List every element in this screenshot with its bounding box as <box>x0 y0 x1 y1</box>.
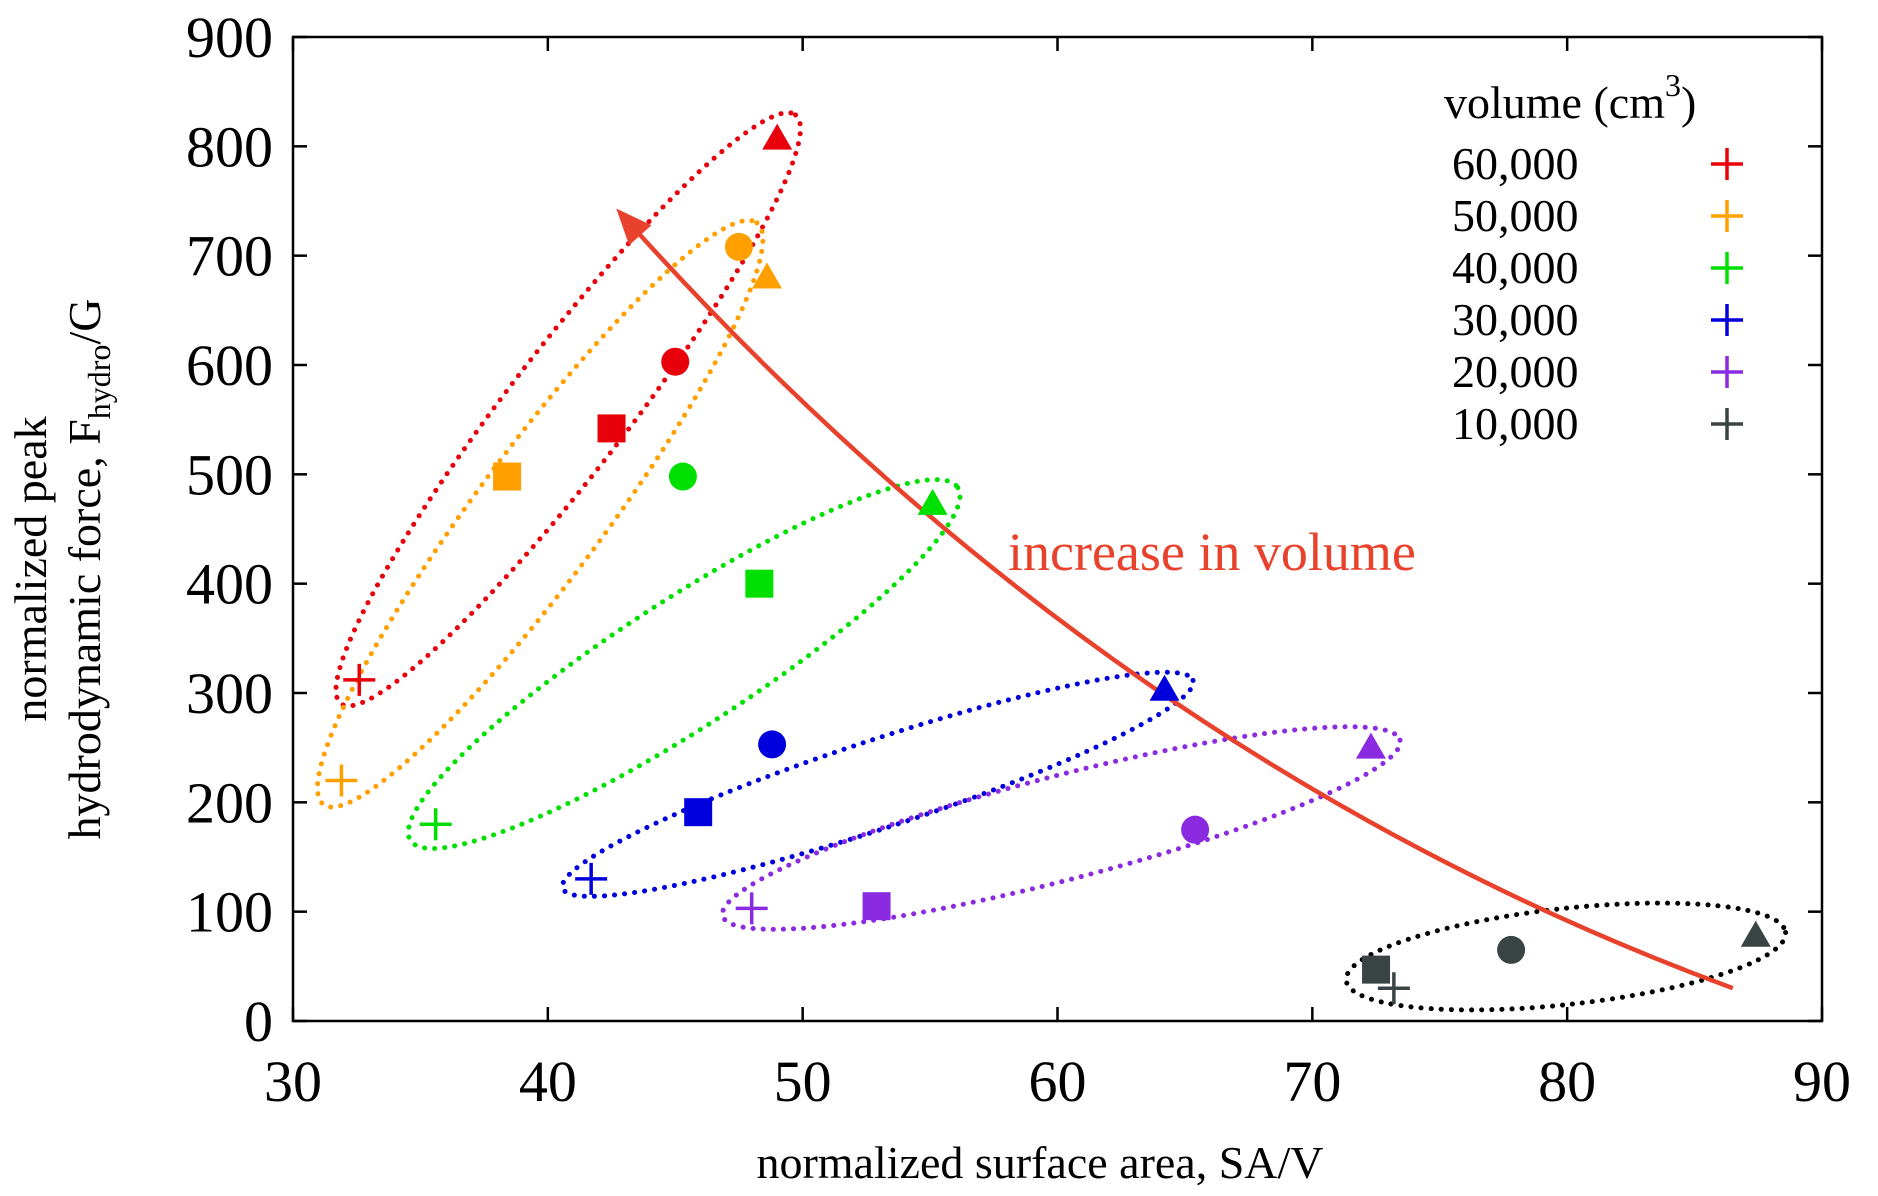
data-point-plus <box>735 892 768 925</box>
group-ellipse <box>719 724 1403 932</box>
data-point-plus <box>575 862 608 895</box>
y-tick-label: 200 <box>186 770 273 835</box>
trend-arrow <box>616 208 1734 991</box>
y-axis-label-subscript: hydro <box>81 345 117 420</box>
x-axis-label: normalized surface area, SA/V <box>756 1137 1323 1188</box>
group-ellipse <box>314 217 766 810</box>
legend-label: 60,000 <box>1452 138 1579 189</box>
x-tick-label: 30 <box>264 1049 322 1114</box>
trend-arrowhead <box>616 208 652 246</box>
y-tick-label: 600 <box>186 333 273 398</box>
data-points <box>325 123 1771 1005</box>
x-tick-label: 60 <box>1029 1049 1087 1114</box>
group-ellipse <box>1343 900 1789 1013</box>
data-point-square <box>493 462 522 491</box>
y-tick-label: 800 <box>186 114 273 179</box>
data-point-triangle <box>917 488 948 515</box>
y-axis-label-line2: hydrodynamic force, Fhydro/G <box>59 299 117 840</box>
x-tick-label: 40 <box>519 1049 577 1114</box>
data-point-circle <box>1181 815 1210 844</box>
legend-marker <box>1711 304 1743 336</box>
legend-marker <box>1711 408 1743 440</box>
data-point-plus <box>419 808 452 841</box>
data-point-circle <box>724 232 753 261</box>
y-axis-label-tail: /G <box>59 299 110 345</box>
legend-marker <box>1711 356 1743 388</box>
data-point-triangle <box>751 262 782 289</box>
data-point-plus <box>343 663 376 696</box>
data-point-circle <box>758 730 787 759</box>
group-ellipse <box>559 669 1196 899</box>
legend-label: 30,000 <box>1452 294 1579 345</box>
legend-title-main: volume (cm <box>1444 77 1665 128</box>
trend-curve <box>622 215 1734 991</box>
x-tick-label: 50 <box>774 1049 832 1114</box>
data-point-square <box>597 414 626 443</box>
y-tick-label: 100 <box>186 880 273 945</box>
legend-label: 50,000 <box>1452 190 1579 241</box>
y-tick-label: 0 <box>244 989 273 1054</box>
legend-marker <box>1711 148 1743 180</box>
x-tick-label: 90 <box>1793 1049 1851 1114</box>
group-ellipse <box>405 477 963 851</box>
legend-title-superscript: 3 <box>1665 67 1681 103</box>
data-point-triangle <box>762 123 793 150</box>
data-point-circle <box>661 347 690 376</box>
data-point-triangle <box>1149 674 1180 701</box>
y-tick-label: 700 <box>186 224 273 289</box>
legend-title-tail: ) <box>1681 77 1696 128</box>
data-point-square <box>745 569 774 598</box>
legend-label: 40,000 <box>1452 242 1579 293</box>
y-axis-label-line1: normalized peak <box>5 416 56 721</box>
group-ellipses <box>314 110 1789 1013</box>
data-point-triangle <box>1740 920 1771 947</box>
legend-title: volume (cm3) <box>1444 67 1696 128</box>
y-tick-label: 500 <box>186 442 273 507</box>
data-point-circle <box>668 462 697 491</box>
annotation-increase-in-volume: increase in volume <box>1008 522 1416 582</box>
y-axis-label: normalized peak hydrodynamic force, Fhyd… <box>5 299 117 840</box>
y-tick-label: 900 <box>186 5 273 70</box>
legend-label: 10,000 <box>1452 398 1579 449</box>
data-point-square <box>684 798 713 827</box>
legend-marker <box>1711 252 1743 284</box>
data-point-square <box>1362 955 1391 984</box>
x-tick-label: 70 <box>1283 1049 1341 1114</box>
data-point-triangle <box>1355 732 1386 759</box>
legend-label: 20,000 <box>1452 346 1579 397</box>
legend-marker <box>1711 200 1743 232</box>
group-ellipse <box>333 110 803 709</box>
y-axis-label-main: hydrodynamic force, F <box>59 419 110 839</box>
data-point-plus <box>325 764 358 797</box>
y-tick-label: 300 <box>186 661 273 726</box>
y-tick-label: 400 <box>186 552 273 617</box>
axis-ticks: 30 40 50 60 70 80 9001002003004005006007008009… <box>186 5 1851 1114</box>
data-point-plus <box>1377 972 1410 1005</box>
data-point-circle <box>1497 935 1526 964</box>
data-point-square <box>862 892 891 921</box>
x-tick-label: 80 <box>1538 1049 1596 1114</box>
